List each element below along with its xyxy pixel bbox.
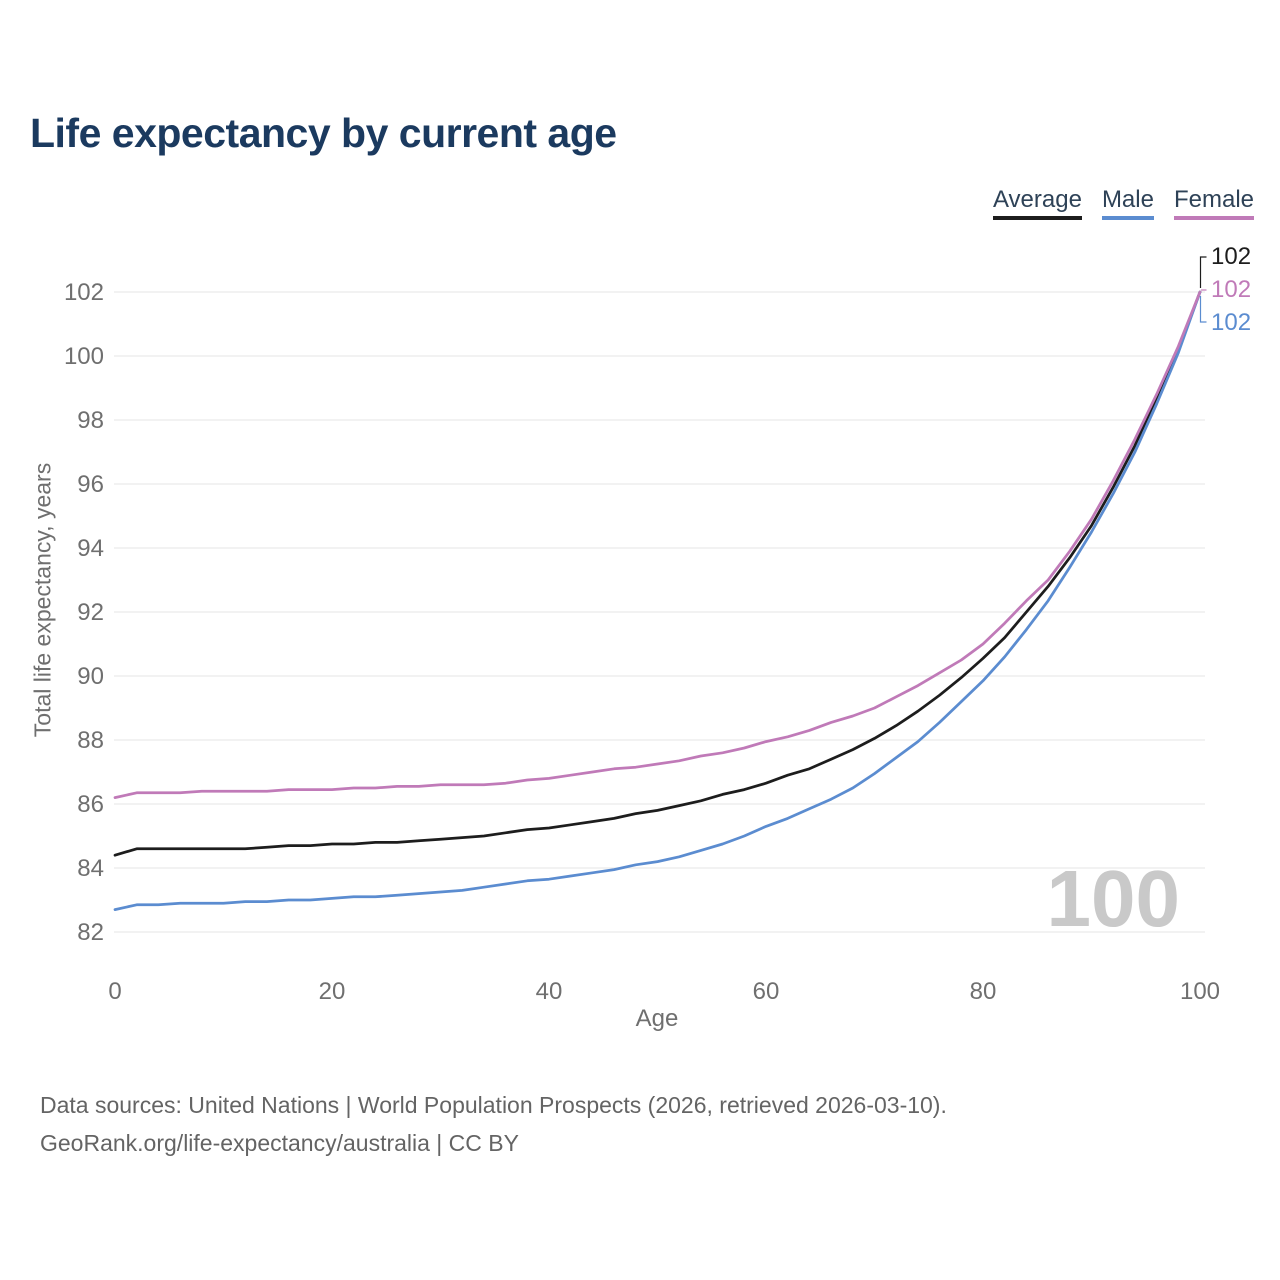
x-tick-label-80: 80: [970, 978, 997, 1005]
y-tick-label-100: 100: [64, 343, 104, 370]
x-tick-label-20: 20: [319, 978, 346, 1005]
x-tick-label-100: 100: [1180, 978, 1220, 1005]
y-axis-title: Total life expectancy, years: [29, 462, 56, 738]
legend: Average Male Female: [992, 186, 1254, 220]
source-line-1: Data sources: United Nations | World Pop…: [40, 1092, 947, 1118]
y-tick-label-102: 102: [64, 279, 104, 306]
legend-item-male[interactable]: Male: [1101, 186, 1154, 220]
series-line-female[interactable]: [113, 290, 1202, 799]
x-tick-label-0: 0: [108, 978, 121, 1005]
y-tick-label-96: 96: [77, 471, 104, 498]
end-label-connector-average: [1199, 256, 1207, 288]
x-tick-label-60: 60: [753, 978, 780, 1005]
y-tick-label-84: 84: [77, 855, 104, 882]
end-label-connector-male: [1199, 296, 1207, 323]
y-tick-label-86: 86: [77, 791, 104, 818]
legend-item-average[interactable]: Average: [992, 186, 1082, 220]
series-line-male[interactable]: [113, 290, 1202, 911]
source-line-2: GeoRank.org/life-expectancy/australia | …: [40, 1130, 519, 1156]
legend-item-female[interactable]: Female: [1173, 186, 1254, 220]
chart-title: Life expectancy by current age: [30, 110, 617, 156]
y-tick-label-82: 82: [77, 919, 104, 946]
y-tick-label-94: 94: [77, 535, 104, 562]
watermark: 100: [1047, 854, 1180, 943]
end-label-average: 102: [1211, 243, 1251, 270]
y-tick-label-90: 90: [77, 663, 104, 690]
x-axis-title: Age: [635, 1005, 679, 1032]
y-tick-label-98: 98: [77, 407, 104, 434]
series-line-average[interactable]: [113, 290, 1202, 857]
y-tick-label-88: 88: [77, 727, 104, 754]
y-tick-label-92: 92: [77, 599, 104, 626]
end-label-male: 102: [1211, 309, 1251, 336]
end-label-female: 102: [1211, 276, 1251, 303]
source-note: Data sources: United Nations | World Pop…: [40, 1086, 947, 1162]
x-tick-label-40: 40: [536, 978, 563, 1005]
